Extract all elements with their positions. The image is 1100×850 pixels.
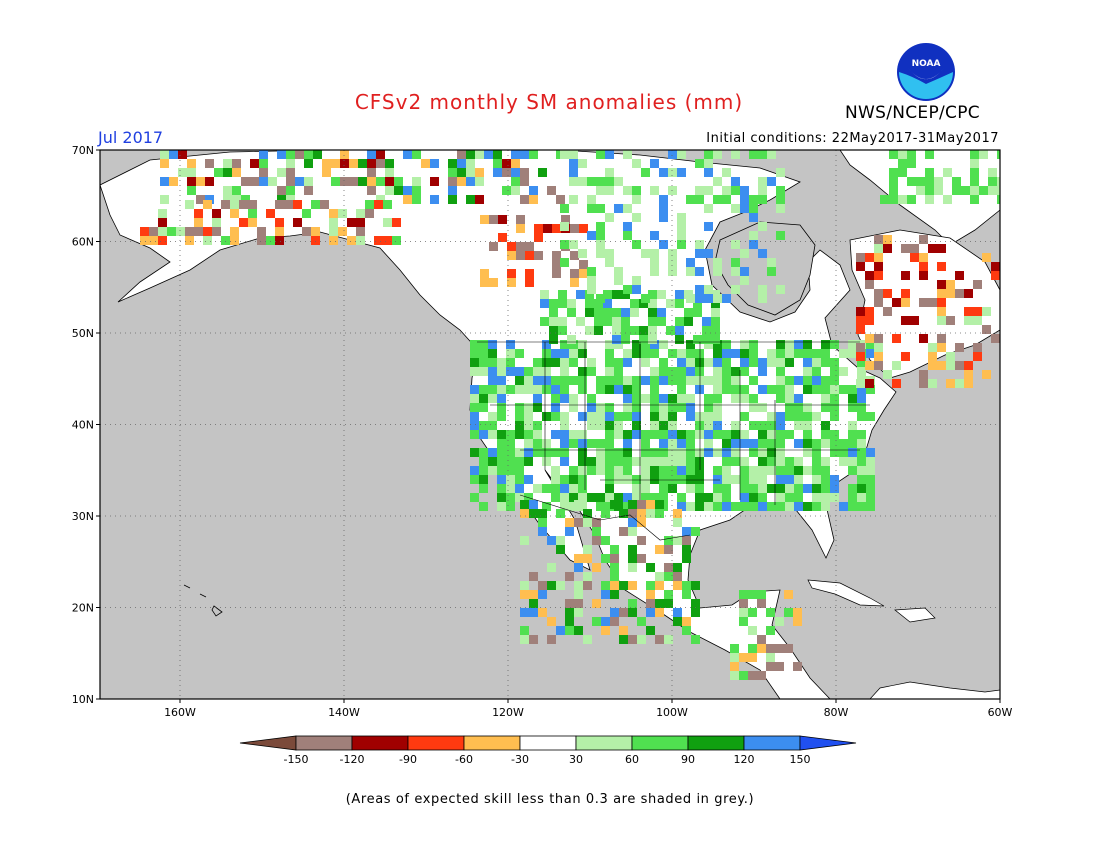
longitude-labels: 160W 140W 120W 100W 80W 60W	[164, 706, 1012, 719]
legend-arrow-left	[239, 735, 297, 751]
legend-swatch	[743, 735, 801, 751]
lon-label: 160W	[164, 706, 196, 719]
legend-label: 90	[681, 753, 695, 766]
legend-labels: -150 -120 -90 -60 -30 30 60 90 120 150	[284, 753, 811, 766]
legend-swatch	[519, 735, 577, 751]
legend-label: 150	[790, 753, 811, 766]
legend-label: -120	[340, 753, 365, 766]
lat-label: 40N	[72, 419, 94, 432]
cuba-land	[807, 579, 885, 607]
color-legend	[239, 735, 857, 751]
legend-arrow-right	[799, 735, 857, 751]
legend-label: -30	[511, 753, 529, 766]
map-gridlines	[100, 150, 1000, 699]
legend-swatch	[407, 735, 465, 751]
lat-label: 50N	[72, 327, 94, 340]
legend-swatch	[295, 735, 353, 751]
map-title: CFSv2 monthly SM anomalies (mm)	[354, 90, 744, 114]
logo-text: NOAA	[912, 59, 941, 69]
lon-label: 60W	[988, 706, 1013, 719]
lon-label: 100W	[656, 706, 688, 719]
legend-swatch	[463, 735, 521, 751]
lon-label: 120W	[492, 706, 524, 719]
agency-label: NWS/NCEP/CPC	[845, 103, 980, 123]
legend-swatch	[687, 735, 745, 751]
legend-label: 120	[734, 753, 755, 766]
hispaniola-land	[894, 607, 936, 623]
legend-swatch	[575, 735, 633, 751]
lon-label: 140W	[328, 706, 360, 719]
hawaii-islands	[183, 584, 223, 617]
lat-label: 30N	[72, 510, 94, 523]
lat-label: 60N	[72, 236, 94, 249]
political-borders	[477, 341, 870, 541]
latitude-labels: 70N 60N 50N 40N 30N 20N 10N	[72, 144, 94, 706]
noaa-logo-icon: NOAA	[897, 43, 955, 101]
axis-ticks	[96, 149, 1001, 703]
lat-label: 20N	[72, 602, 94, 615]
legend-swatch	[351, 735, 409, 751]
lat-label: 10N	[72, 693, 94, 706]
south-america-land	[869, 681, 1000, 699]
legend-label: -150	[284, 753, 309, 766]
legend-label: 60	[625, 753, 639, 766]
skill-note: (Areas of expected skill less than 0.3 a…	[345, 792, 755, 807]
legend-swatch	[631, 735, 689, 751]
forecast-month: Jul 2017	[98, 128, 164, 147]
legend-label: 30	[569, 753, 583, 766]
legend-label: -90	[399, 753, 417, 766]
anomaly-cells	[140, 150, 1000, 680]
initial-conditions-label: Initial conditions: 22May2017-31May2017	[706, 131, 999, 146]
lon-label: 80W	[824, 706, 849, 719]
legend-label: -60	[455, 753, 473, 766]
lat-label: 70N	[72, 144, 94, 157]
